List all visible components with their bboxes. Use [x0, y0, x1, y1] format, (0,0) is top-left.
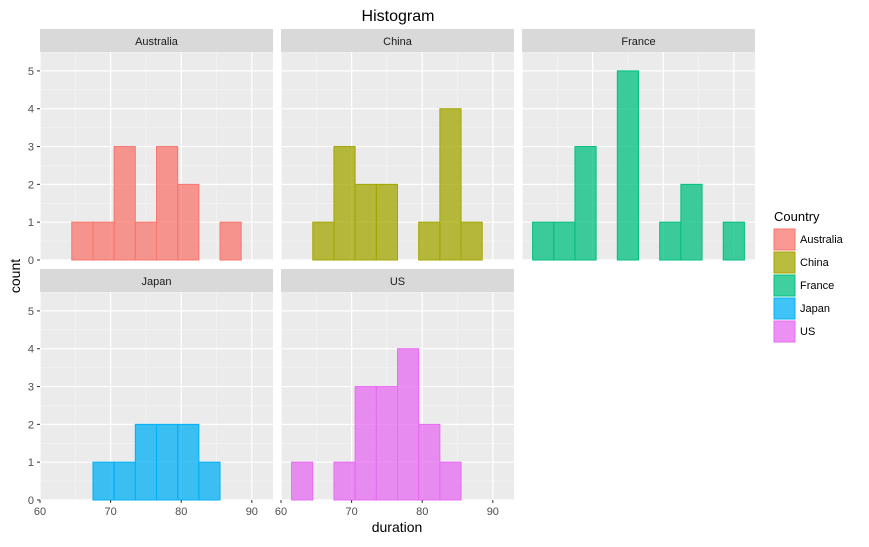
x-axis-title: duration — [372, 519, 423, 535]
facet-strip-label: Japan — [142, 276, 172, 288]
histogram-bar — [397, 348, 420, 501]
y-axis-tick-label: 5 — [28, 66, 34, 78]
legend-item: France — [773, 274, 834, 297]
x-axis-tick-label: 90 — [246, 506, 258, 518]
legend-label: US — [800, 326, 815, 338]
legend: Country Australia China France Japan US — [773, 209, 844, 343]
facet-panel-france: France — [521, 29, 755, 261]
x-axis-tick-label: 80 — [175, 506, 187, 518]
facet-panel-japan: Japan — [39, 269, 273, 501]
chart-title: Histogram — [362, 8, 435, 25]
x-axis-tick-label: 60 — [275, 506, 287, 518]
legend-key — [773, 297, 796, 320]
histogram-bar — [291, 461, 314, 501]
histogram-bar — [177, 183, 200, 261]
facet-panel-china: China — [280, 29, 514, 261]
y-axis-tick-label: 3 — [28, 142, 34, 154]
x-axis-tick-label: 90 — [487, 506, 499, 518]
y-axis-tick-label: 4 — [28, 344, 34, 356]
histogram-bar — [312, 221, 335, 261]
histogram-bar — [680, 183, 703, 261]
histogram-bar — [418, 221, 441, 261]
x-axis-tick-label: 60 — [34, 506, 46, 518]
histogram-bar — [113, 461, 136, 501]
facet-strip-label: Australia — [135, 36, 179, 48]
histogram-bar — [574, 146, 597, 261]
y-axis-tick-label: 4 — [28, 104, 34, 116]
legend-item: Australia — [773, 228, 844, 251]
y-axis-tick-label: 2 — [28, 419, 34, 431]
histogram-bar — [333, 146, 356, 261]
histogram-bar — [532, 221, 555, 261]
legend-key — [773, 228, 796, 251]
histogram-bar — [113, 146, 136, 261]
facet-strip-label: US — [390, 276, 405, 288]
facet-panel-australia: Australia — [39, 29, 273, 261]
facet-strip-label: France — [621, 36, 655, 48]
facet-panel-us: US — [280, 269, 514, 501]
y-axis-tick-label: 0 — [28, 495, 34, 507]
histogram-bar — [134, 221, 157, 261]
histogram-bar — [354, 386, 377, 501]
legend-key — [773, 320, 796, 343]
histogram-bar — [439, 461, 462, 501]
y-axis-tick-label: 3 — [28, 382, 34, 394]
y-axis-tick-label: 1 — [28, 217, 34, 229]
facet-strip — [40, 269, 273, 292]
histogram-bar — [616, 70, 639, 261]
facet-strip — [281, 29, 514, 52]
x-axis-tick-label: 80 — [416, 506, 428, 518]
histogram-bar — [156, 423, 179, 501]
y-axis-tick-label: 1 — [28, 457, 34, 469]
x-axis-tick-label: 70 — [104, 506, 116, 518]
histogram-bar — [659, 221, 682, 261]
legend-key — [773, 251, 796, 274]
histogram-bar — [418, 423, 441, 501]
facet-strip — [40, 29, 273, 52]
legend-label: Australia — [800, 234, 844, 246]
legend-item: Japan — [773, 297, 830, 320]
legend-item: China — [773, 251, 830, 274]
legend-label: China — [800, 257, 830, 269]
histogram-bar — [219, 221, 242, 261]
histogram-bar — [354, 183, 377, 261]
y-axis-tick-label: 5 — [28, 306, 34, 318]
histogram-bar — [92, 461, 115, 501]
histogram-bar — [92, 221, 115, 261]
facet-strip — [522, 29, 755, 52]
histogram-bar — [375, 183, 398, 261]
histogram-bar — [177, 423, 200, 501]
x-axis-tick-label: 70 — [345, 506, 357, 518]
axes: 0 1 2 3 4 5 0 1 2 3 4 5 60 70 80 90 60 70 80 90 — [28, 66, 499, 518]
y-axis-tick-label: 0 — [28, 255, 34, 267]
legend-key — [773, 274, 796, 297]
histogram-bar — [439, 108, 462, 261]
facet-strip — [281, 269, 514, 292]
histogram-bar — [553, 221, 576, 261]
legend-title: Country — [774, 209, 820, 224]
y-axis-tick-label: 2 — [28, 179, 34, 191]
facet-panels: Australia China France Japan US — [39, 29, 755, 501]
y-axis-title: count — [7, 259, 23, 293]
facet-strip-label: China — [383, 36, 413, 48]
histogram-bar — [71, 221, 94, 261]
legend-label: France — [800, 280, 834, 292]
histogram-bar — [722, 221, 745, 261]
histogram-bar — [156, 146, 179, 261]
histogram-bar — [333, 461, 356, 501]
histogram-bar — [375, 386, 398, 501]
histogram-bar — [198, 461, 221, 501]
histogram-bar — [134, 423, 157, 501]
legend-label: Japan — [800, 303, 830, 315]
legend-item: US — [773, 320, 815, 343]
histogram-bar — [460, 221, 483, 261]
